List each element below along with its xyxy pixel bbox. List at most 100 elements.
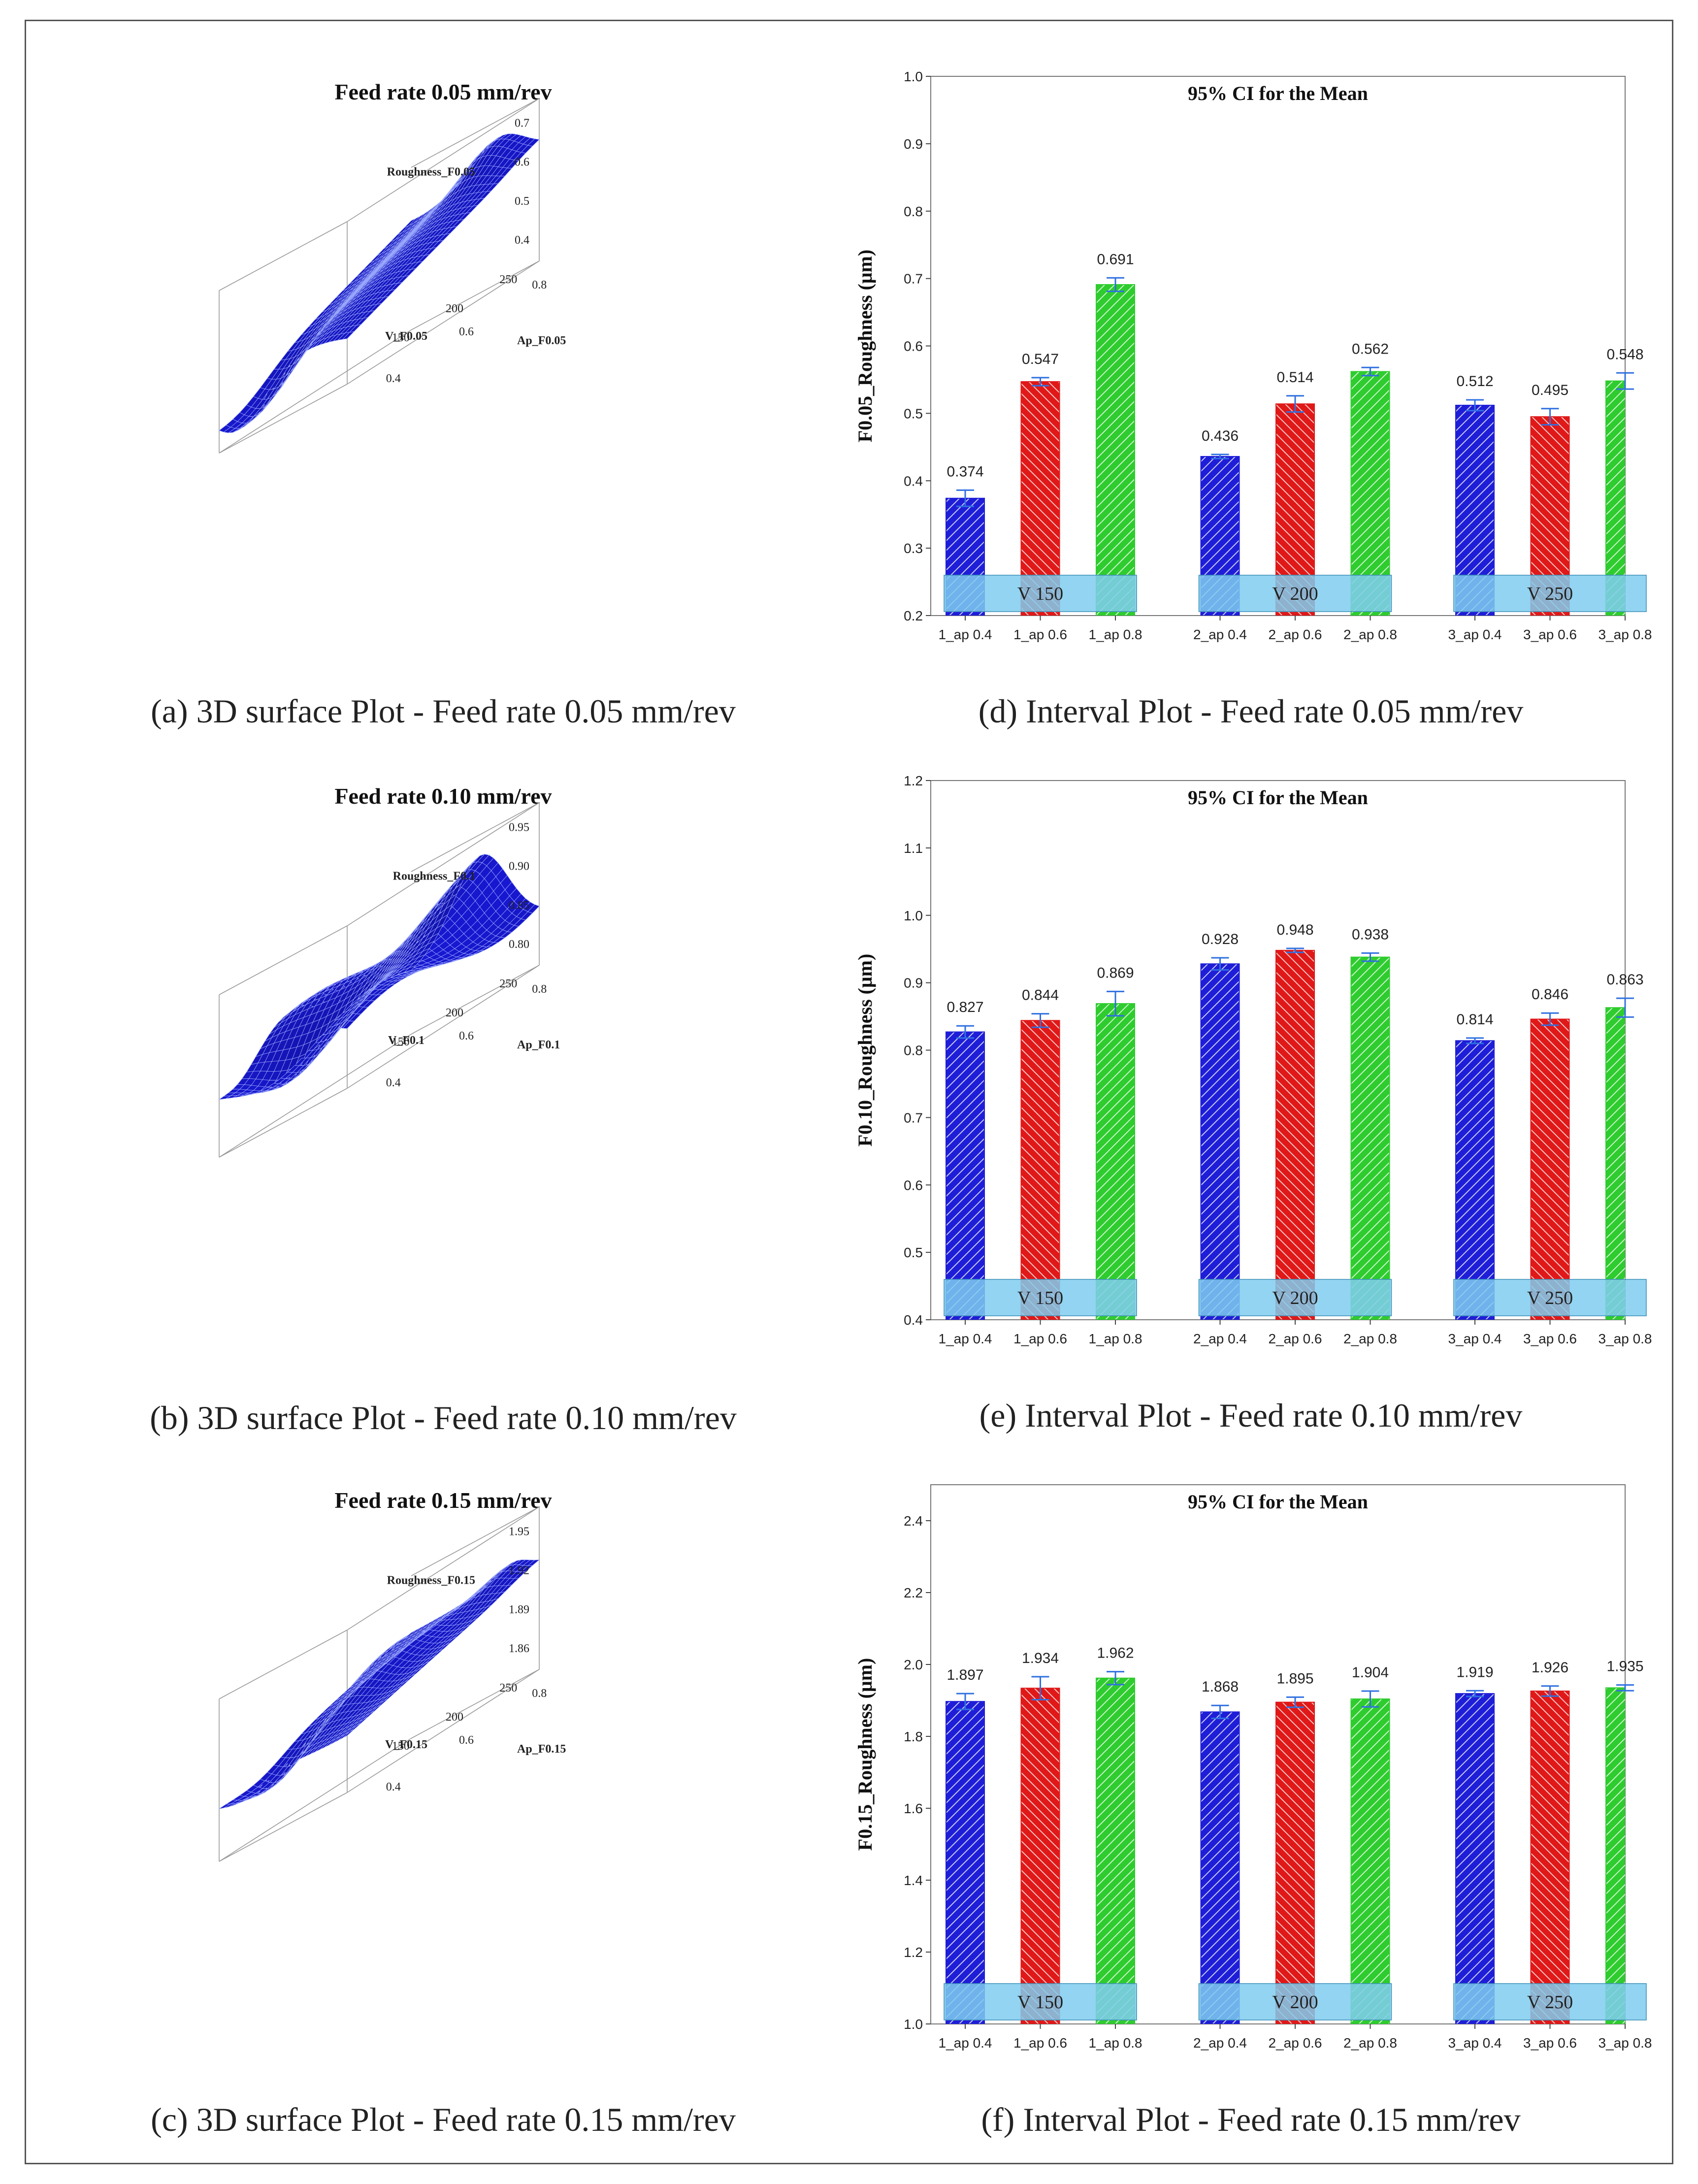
x-tick-label: 250 [499, 273, 517, 286]
z-tick-label: 0.95 [509, 821, 529, 834]
data-label: 0.495 [1532, 382, 1568, 398]
data-label: 0.512 [1456, 373, 1493, 390]
data-label: 0.863 [1606, 972, 1643, 988]
group-box [944, 1983, 1137, 2021]
y-tick-label: 0.3 [904, 541, 923, 556]
y-axis-label: F0.15_Roughness (μm) [854, 1658, 876, 1851]
y-tick-label: 0.7 [904, 1110, 923, 1125]
y-tick-label: 0.8 [532, 279, 547, 292]
group-box [944, 575, 1137, 612]
bar [1200, 1711, 1240, 2024]
x-tick-label: 250 [499, 1682, 517, 1695]
group-label: V 200 [1272, 584, 1318, 604]
group-label: V 200 [1272, 1288, 1318, 1308]
interval-plot-e: 95% CI for the Mean 0.4 0.5 0.6 0.7 0.8 0.9 1.0… [854, 773, 1652, 1346]
chart-title: 95% CI for the Mean [1188, 82, 1368, 104]
data-label: 1.934 [1022, 1650, 1059, 1666]
y-tick-label: 0.8 [532, 983, 547, 996]
y-axis-label: Ap_F0.05 [517, 334, 566, 347]
y-tick-label: 1.0 [904, 2017, 923, 2032]
data-label: 0.547 [1022, 351, 1059, 367]
x-tick-label: 250 [499, 978, 517, 990]
y-tick-label: 1.8 [904, 1729, 923, 1744]
x-tick-label: 2_ap 0.8 [1343, 627, 1397, 642]
interval-plot-f: 95% CI for the Mean 1.0 1.2 1.4 1.6 1.8 2.0 2.2… [854, 1484, 1652, 2051]
data-label: 0.562 [1352, 341, 1389, 357]
x-tick-label: 2_ap 0.6 [1269, 627, 1322, 642]
y-tick-label: 1.6 [904, 1801, 923, 1816]
data-label: 1.962 [1097, 1645, 1134, 1662]
y-axis-label: F0.10_Roughness (μm) [854, 954, 876, 1147]
y-tick-label: 0.6 [904, 1177, 923, 1193]
surface-mesh [219, 854, 540, 1100]
y-tick-label: 0.6 [904, 339, 923, 354]
surface-box [219, 98, 540, 454]
y-axis-label: Ap_F0.1 [517, 1039, 560, 1051]
x-tick-label: 3_ap 0.8 [1599, 2035, 1652, 2051]
group-box [1198, 1983, 1392, 2021]
data-label: 0.691 [1097, 251, 1134, 267]
x-tick-label: 2_ap 0.4 [1193, 2035, 1247, 2051]
y-tick-label: 0.4 [386, 372, 401, 385]
figure-frame [25, 20, 1673, 2164]
bar [1530, 1018, 1570, 1320]
surface-plot-title: Feed rate 0.10 mm/rev [334, 783, 552, 809]
y-tick-label: 0.4 [904, 1312, 923, 1328]
y-tick-label: 0.6 [459, 326, 474, 338]
y-tick-label: 0.7 [904, 271, 923, 287]
surface-plot-panel-a: Feed rate 0.05 mm/rev 0.7 0.6 0.5 0.4 Roughn… [74, 69, 813, 749]
x-axis-label: V_F0.1 [388, 1034, 424, 1047]
y-tick-label: 1.1 [904, 841, 923, 856]
bar [946, 1701, 985, 2024]
group-label: V 200 [1272, 1992, 1318, 2013]
x-tick-label: 3_ap 0.8 [1599, 627, 1652, 642]
data-label: 0.869 [1097, 965, 1134, 981]
bar [1530, 1691, 1570, 2024]
interval-plot-d: 95% CI for the Mean 0.2 0.3 0.4 0.5 0.6 0.7 0.8… [854, 69, 1652, 642]
y-tick-label: 1.0 [904, 69, 923, 84]
x-tick-label: 2_ap 0.6 [1269, 1331, 1322, 1346]
bar [1200, 963, 1240, 1320]
data-label: 0.846 [1532, 986, 1568, 1003]
y-tick-label: 0.6 [459, 1030, 474, 1043]
bar [1096, 1677, 1135, 2024]
x-tick-label: 1_ap 0.6 [1013, 1331, 1067, 1346]
z-axis-label: Roughness_F0.05 [387, 166, 475, 179]
group-box [1198, 575, 1392, 612]
group-box [1453, 1983, 1647, 2021]
surface-plot-b: 0.95 0.90 0.85 0.80 Roughness_F0.1 250 200 150V… [219, 802, 560, 1158]
x-axis-label: V_F0.15 [385, 1738, 427, 1751]
surface-plot-caption: (b) 3D surface Plot - Feed rate 0.10 mm/… [150, 1399, 737, 1436]
x-tick-label: 3_ap 0.8 [1599, 1331, 1652, 1346]
x-tick-label: 150 [392, 1036, 410, 1048]
data-label: 0.844 [1022, 987, 1059, 1004]
y-tick-label: 2.4 [904, 1513, 923, 1529]
bar [1455, 1040, 1495, 1320]
surface-box [219, 802, 540, 1158]
surface-mesh [219, 1559, 540, 1809]
x-tick-label: 1_ap 0.4 [939, 1331, 992, 1346]
x-tick-label: 200 [446, 1711, 463, 1724]
bar [1020, 1688, 1060, 2024]
surface-plot-caption: (a) 3D surface Plot - Feed rate 0.05 mm/… [151, 692, 736, 730]
bar [1350, 1698, 1390, 2024]
surface-plot-caption: (c) 3D surface Plot - Feed rate 0.15 mm/… [151, 2101, 736, 2138]
bar [1350, 956, 1390, 1320]
z-tick-label: 0.6 [515, 156, 529, 169]
surface-plot-c: 1.95 1.92 1.89 1.86 Roughness_F0.15 250 200 150… [219, 1506, 566, 1862]
data-label: 0.948 [1276, 922, 1313, 938]
z-tick-label: 0.80 [509, 938, 529, 951]
bar [1605, 1007, 1625, 1320]
y-tick-label: 0.9 [904, 136, 923, 152]
group-label: V 250 [1527, 1288, 1573, 1308]
chart-title: 95% CI for the Mean [1188, 1491, 1368, 1513]
x-tick-label: 1_ap 0.6 [1013, 627, 1067, 642]
data-label: 0.374 [947, 463, 983, 480]
interval-plot-panel-e: 95% CI for the Mean 0.4 0.5 0.6 0.7 0.8 0.9 1.0… [847, 768, 1655, 1458]
chart-title: 95% CI for the Mean [1188, 786, 1368, 809]
z-tick-label: 0.4 [515, 234, 529, 247]
x-tick-label: 200 [446, 302, 463, 315]
data-label: 1.895 [1276, 1670, 1313, 1687]
x-tick-label: 200 [446, 1007, 463, 1019]
x-tick-label: 1_ap 0.8 [1089, 1331, 1143, 1346]
